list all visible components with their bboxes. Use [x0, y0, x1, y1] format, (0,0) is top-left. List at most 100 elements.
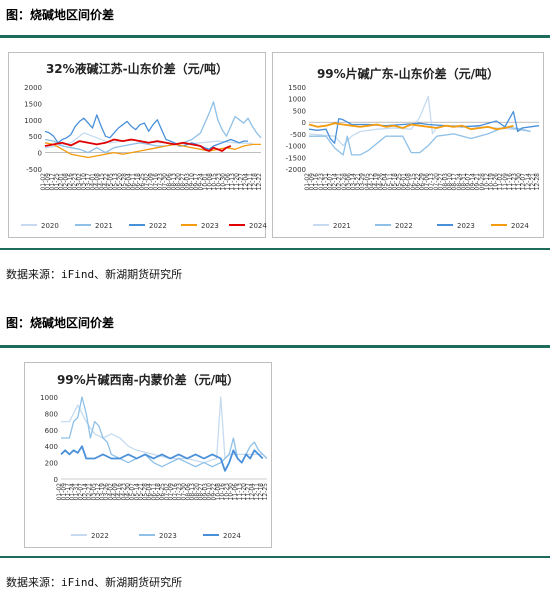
- data-source-1: 数据来源：iFind、新湖期货研究所: [6, 268, 183, 281]
- x-tick-label: 01-02: [304, 173, 311, 191]
- chart-title: 99%片碱广东-山东价差（元/吨）: [316, 67, 500, 81]
- x-tick-label: 08-17: [451, 173, 458, 191]
- x-tick-label: 01-09: [60, 483, 67, 501]
- y-tick-label: 0: [54, 476, 58, 484]
- y-tick-label: -2000: [286, 166, 306, 174]
- x-tick-label: 03-19: [99, 483, 106, 501]
- x-tick-label: 06-15: [410, 173, 417, 191]
- x-tick-label: 12-28: [534, 173, 541, 191]
- x-tick-label: 04-09: [112, 483, 119, 501]
- x-tick-label: 06-25: [139, 173, 146, 191]
- x-tick-label: 08-20: [175, 173, 182, 191]
- legend-label-2022: 2022: [395, 222, 413, 230]
- x-tick-label: 09-03: [184, 173, 191, 191]
- x-tick-label: 02-21: [86, 483, 93, 501]
- x-tick-label: 10-15: [211, 173, 218, 191]
- x-tick-label: 07-23: [176, 483, 183, 501]
- x-tick-label: 07-02: [144, 173, 151, 191]
- x-tick-label: 10-30: [220, 173, 227, 191]
- x-tick-label: 12-04: [243, 173, 250, 191]
- x-tick-label: 05-05: [108, 173, 115, 191]
- legend-label-2022: 2022: [91, 532, 109, 540]
- y-tick-label: 500: [293, 107, 306, 115]
- y-tick-label: -1000: [286, 143, 306, 151]
- x-tick-label: 06-08: [405, 173, 412, 191]
- x-tick-label: 08-20: [193, 483, 200, 501]
- x-tick-label: 10-12: [483, 173, 490, 191]
- x-tick-label: 11-06: [232, 483, 239, 501]
- series-line-2020: [44, 132, 253, 149]
- x-tick-label: 12-25: [262, 483, 269, 501]
- x-tick-label: 05-20: [117, 173, 124, 191]
- x-tick-label: 01-31: [322, 173, 329, 191]
- x-tick-label: 05-21: [138, 483, 145, 501]
- x-tick-label: 03-29: [359, 173, 366, 191]
- chart-svg: 1000 800 600 400 200 001-0201-0901-1701-2401-…: [40, 394, 269, 540]
- x-tick-label: 06-18: [135, 173, 142, 191]
- x-tick-label: 09-07: [465, 173, 472, 191]
- legend-label-2023: 2023: [457, 222, 475, 230]
- x-tick-label: 06-11: [130, 173, 137, 191]
- x-tick-label: 02-14: [332, 173, 339, 191]
- x-tick-label: 11-16: [506, 173, 513, 191]
- x-tick-label: 09-22: [211, 483, 218, 501]
- x-tick-label: 06-04: [146, 483, 153, 501]
- x-tick-label: 10-19: [488, 173, 495, 191]
- x-tick-label: 08-13: [171, 173, 178, 191]
- x-tick-label: 04-22: [103, 173, 110, 191]
- x-tick-label: 12-04: [249, 483, 256, 501]
- legend-label-2021: 2021: [95, 222, 113, 230]
- x-tick-label: 01-09: [45, 173, 52, 191]
- y-tick-label: 1000: [24, 117, 42, 125]
- y-tick-label: 0: [38, 150, 42, 158]
- legend-label-2021: 2021: [333, 222, 351, 230]
- legend-label-2023: 2023: [201, 222, 219, 230]
- chart-svg: 2000 1500 1000 500 0 -50001-0201-0901-1701-25…: [21, 84, 267, 230]
- footer-rule-1: [0, 248, 550, 250]
- x-tick-label: 12-11: [247, 173, 254, 191]
- x-tick-label: 01-17: [49, 173, 56, 191]
- y-tick-label: 1500: [288, 84, 306, 92]
- x-tick-label: 02-23: [72, 173, 79, 191]
- x-tick-label: 02-08: [63, 173, 70, 191]
- x-tick-label: 07-30: [162, 173, 169, 191]
- x-tick-label: 07-30: [180, 483, 187, 501]
- x-tick-label: 04-19: [373, 173, 380, 191]
- x-tick-label: 11-20: [234, 173, 241, 191]
- legend-label-2024: 2024: [511, 222, 529, 230]
- x-tick-label: 09-10: [206, 483, 213, 501]
- x-tick-label: 04-02: [108, 483, 115, 501]
- x-tick-label: 08-27: [180, 173, 187, 191]
- x-tick-label: 12-21: [529, 173, 536, 191]
- y-tick-label: 800: [45, 410, 58, 418]
- x-tick-label: 08-13: [189, 483, 196, 501]
- x-tick-label: 07-16: [172, 483, 179, 501]
- y-tick-label: 400: [45, 443, 58, 451]
- x-tick-label: 09-03: [202, 483, 209, 501]
- x-tick-label: 06-18: [155, 483, 162, 501]
- x-tick-label: 05-11: [387, 173, 394, 191]
- y-tick-label: 1000: [288, 96, 306, 104]
- x-tick-label: 07-09: [148, 173, 155, 191]
- chart-panel-southwest-innermongolia: 99%片碱西南-内蒙价差（元/吨） 1000 800 600 400 200 0 01-02…: [24, 362, 272, 548]
- legend-label-2022: 2022: [149, 222, 167, 230]
- x-tick-label: 03-10: [81, 173, 88, 191]
- x-tick-label: 02-07: [77, 483, 84, 501]
- x-tick-label: 06-29: [419, 173, 426, 191]
- series-line-2022: [44, 114, 248, 150]
- x-tick-label: 06-11: [150, 483, 157, 501]
- x-tick-label: 03-17: [85, 173, 92, 191]
- x-tick-label: 09-24: [198, 173, 205, 191]
- x-tick-label: 06-22: [414, 173, 421, 191]
- x-tick-label: 03-21: [355, 173, 362, 191]
- y-tick-label: -1500: [286, 154, 306, 162]
- x-tick-label: 12-07: [520, 173, 527, 191]
- x-tick-label: 04-23: [120, 483, 127, 501]
- legend-label-2023: 2023: [159, 532, 177, 540]
- x-tick-label: 05-28: [121, 173, 128, 191]
- series-line-2024: [44, 138, 232, 152]
- x-tick-label: 12-18: [252, 173, 259, 191]
- x-tick-label: 01-23: [318, 173, 325, 191]
- x-tick-label: 05-28: [142, 483, 149, 501]
- x-tick-label: 03-12: [95, 483, 102, 501]
